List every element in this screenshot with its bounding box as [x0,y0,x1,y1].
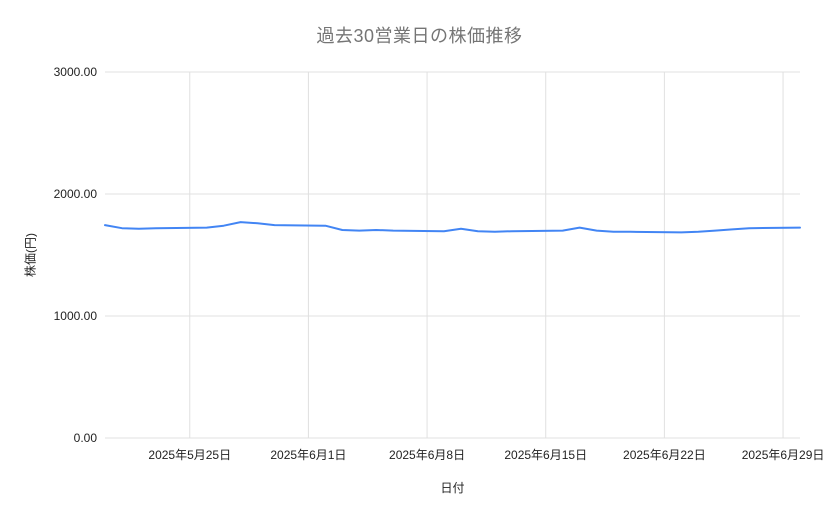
x-axis-tick-label: 2025年6月15日 [504,448,588,462]
chart-title: 過去30営業日の株価推移 [316,26,523,46]
x-axis-tick-label: 2025年6月29日 [741,448,825,462]
y-axis-title: 株価(円) [23,233,38,277]
x-axis-title: 日付 [440,481,465,495]
x-axis-tick-label: 2025年6月1日 [270,448,347,462]
x-axis-tick-label: 2025年6月8日 [389,448,466,462]
y-axis-tick-label: 2000.00 [53,187,97,201]
y-axis-tick-label: 0.00 [73,431,97,445]
price-line [104,221,801,234]
y-axis-tick-label: 3000.00 [53,65,97,79]
x-axis-tick-label: 2025年6月22日 [623,448,706,462]
x-axis-tick-label: 2025年5月25日 [148,448,232,462]
y-axis-tick-label: 1000.00 [53,309,97,323]
